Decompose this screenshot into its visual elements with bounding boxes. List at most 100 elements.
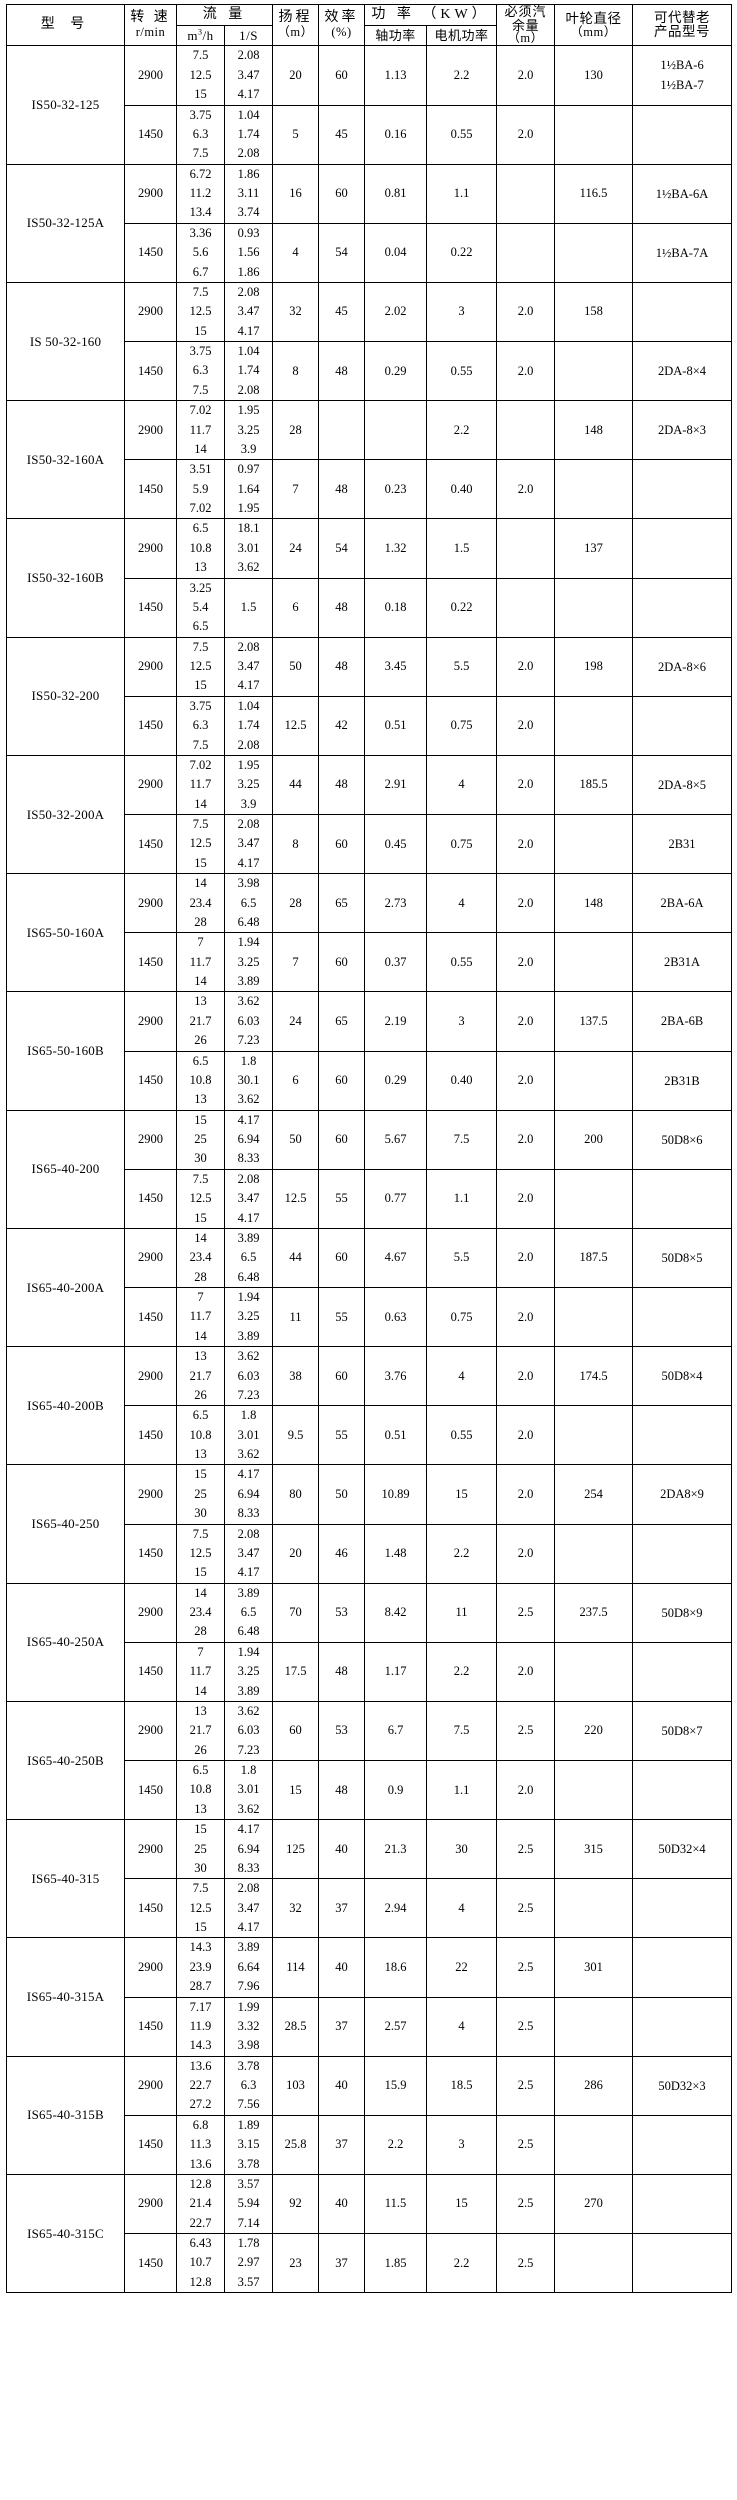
flow-ls-cell: 1.04 1.74 2.08 — [224, 104, 273, 165]
flow-m3h-cell-value: 21.4 — [189, 2196, 212, 2211]
old-product-model-cell-value — [633, 1425, 731, 1445]
flow-m3h-cell-value: 12.8 — [189, 2176, 212, 2191]
motor-power-value: 0.55 — [425, 1405, 498, 1466]
flow-m3h-cell-value: 6.5 — [192, 1763, 209, 1778]
impeller-diameter-value — [554, 1168, 634, 1229]
rotation-speed-value: 1450 — [124, 222, 177, 283]
head-value: 23 — [272, 2233, 319, 2294]
header-flow-ls: 1/S — [224, 24, 273, 47]
table-row: IS65-40-315 2900 15 25 30 4.17 6.94 8.33 125 40 21… — [6, 1819, 733, 1939]
header-head-unit: （m） — [277, 24, 314, 39]
flow-ls-cell: 3.62 6.03 7.23 — [224, 991, 273, 1052]
npsh-value: 2.5 — [496, 1582, 556, 1643]
old-product-model-cell-value — [633, 125, 731, 145]
motor-power-value: 1.1 — [425, 163, 498, 224]
flow-m3h-cell-value: 13 — [194, 560, 207, 575]
rotation-speed-value: 1450 — [124, 1760, 177, 1821]
shaft-power-value: 0.04 — [364, 222, 427, 283]
flow-m3h-cell-value: 3.51 — [189, 462, 212, 477]
rotation-speed-value: 2900 — [124, 991, 177, 1052]
table-row: 1450 6.8 11.3 13.6 1.89 3.15 3.78 25.8 37 2.2 3 2.5 — [7, 2114, 733, 2175]
flow-ls-cell-value: 3.57 — [237, 2274, 260, 2289]
motor-power-value: 0.55 — [425, 341, 498, 402]
rotation-speed-value: 1450 — [124, 1405, 177, 1466]
motor-power-value: 4 — [425, 1878, 498, 1939]
efficiency-value: 37 — [318, 2114, 365, 2175]
old-product-model-cell-value: 2DA-8×5 — [658, 777, 707, 792]
flow-m3h-cell-value: 15 — [194, 1920, 207, 1935]
flow-ls-cell-value: 7.23 — [237, 1742, 260, 1757]
pump-model-name: IS65-40-200 — [6, 1109, 125, 1229]
shaft-power-value: 0.77 — [364, 1168, 427, 1229]
old-product-model-cell: 2DA-8×5 — [632, 754, 733, 816]
flow-ls-cell-value: 6.64 — [237, 1959, 260, 1974]
flow-ls-cell: 2.08 3.47 4.17 — [224, 45, 273, 106]
motor-power-value: 0.22 — [425, 577, 498, 638]
efficiency-value: 40 — [318, 2173, 365, 2235]
npsh-value: 2.0 — [496, 1760, 556, 1821]
rotation-speed-value: 1450 — [124, 104, 177, 165]
shaft-power-value: 1.32 — [364, 518, 427, 579]
shaft-power-value: 2.19 — [364, 991, 427, 1052]
npsh-value: 2.0 — [496, 1227, 556, 1289]
shaft-power-value: 3.76 — [364, 1346, 427, 1407]
table-row: 1450 7 11.7 14 1.94 3.25 3.89 7 60 0.37 0.55 2.0 2B3… — [7, 932, 733, 993]
flow-m3h-cell-value: 12.5 — [189, 1191, 212, 1206]
flow-ls-cell-value: 3.11 — [237, 186, 260, 201]
flow-m3h-cell: 3.25 5.4 6.5 — [176, 577, 225, 638]
rotation-speed-value: 1450 — [124, 341, 177, 402]
flow-m3h-cell-value: 26 — [194, 1033, 207, 1048]
old-product-model-cell-value: 1½BA-6A — [655, 186, 709, 201]
impeller-diameter-value: 137 — [554, 518, 634, 579]
flow-m3h-cell-value: 11.7 — [189, 777, 212, 792]
shaft-power-value — [364, 400, 427, 461]
pump-model-name: IS65-40-250 — [6, 1464, 125, 1584]
flow-m3h-cell: 13.6 22.7 27.2 — [176, 2055, 225, 2116]
flow-m3h-cell-value: 11.7 — [189, 1664, 212, 1679]
head-value: 32 — [272, 281, 319, 343]
flow-m3h-cell-value: 10.8 — [189, 540, 212, 555]
flow-m3h-cell-value: 22.7 — [189, 2215, 212, 2230]
flow-m3h-cell: 14 23.4 28 — [176, 1227, 225, 1289]
rotation-speed-value: 2900 — [124, 1346, 177, 1407]
flow-ls-cell-value: 3.62 — [237, 560, 260, 575]
shaft-power-value: 21.3 — [364, 1819, 427, 1880]
head-value: 60 — [272, 1700, 319, 1762]
head-value: 103 — [272, 2055, 319, 2116]
pump-model-name: IS65-40-315C — [6, 2173, 125, 2294]
motor-power-value: 2.2 — [425, 1523, 498, 1584]
header-eff-label: 效率 — [324, 10, 359, 26]
old-product-model-cell-value — [633, 2194, 731, 2214]
flow-ls-cell-value: 6.48 — [237, 914, 260, 929]
pump-model-name: IS65-40-200A — [6, 1227, 125, 1348]
flow-ls-cell-value: 2.97 — [237, 2255, 260, 2270]
old-product-model-cell-value — [633, 1898, 731, 1918]
flow-ls-cell-value: 6.03 — [237, 1368, 260, 1383]
flow-ls-cell: 18.1 3.01 3.62 — [224, 518, 273, 579]
flow-ls-cell-value: 4.17 — [237, 1112, 260, 1127]
flow-m3h-cell-value: 12.8 — [189, 2274, 212, 2289]
motor-power-value: 4 — [425, 873, 498, 934]
flow-ls-cell-value: 3.57 — [237, 2176, 260, 2191]
flow-m3h-cell-value: 30 — [194, 1506, 207, 1521]
impeller-diameter-value — [554, 577, 634, 638]
old-product-model-cell — [632, 695, 733, 756]
flow-ls-cell-value: 3.01 — [237, 1427, 260, 1442]
table-row: IS50-32-125A 2900 6.72 11.2 13.4 1.86 3.11 3.74… — [6, 163, 733, 283]
old-product-model-cell — [632, 577, 733, 638]
pump-model-name: IS50-32-160A — [6, 400, 125, 520]
flow-ls-cell-value: 3.98 — [237, 2038, 260, 2053]
table-row: IS65-40-315C 2900 12.8 21.4 22.7 3.57 5.94 7.14… — [6, 2173, 733, 2294]
impeller-diameter-value — [554, 459, 634, 520]
flow-m3h-cell-value: 14 — [194, 796, 207, 811]
flow-ls-cell-value: 3.25 — [237, 777, 260, 792]
flow-ls-cell: 1.8 3.01 3.62 — [224, 1760, 273, 1821]
flow-m3h-cell-value: 6.72 — [189, 166, 212, 181]
head-value: 6 — [272, 577, 319, 638]
flow-m3h-cell-value: 13 — [194, 1703, 207, 1718]
flow-m3h-cell: 3.51 5.9 7.02 — [176, 459, 225, 520]
old-product-model-cell-value — [633, 1544, 731, 1564]
impeller-diameter-value — [554, 932, 634, 993]
flow-m3h-cell-value: 12.5 — [189, 1900, 212, 1915]
flow-m3h-cell-value: 11.7 — [189, 422, 212, 437]
